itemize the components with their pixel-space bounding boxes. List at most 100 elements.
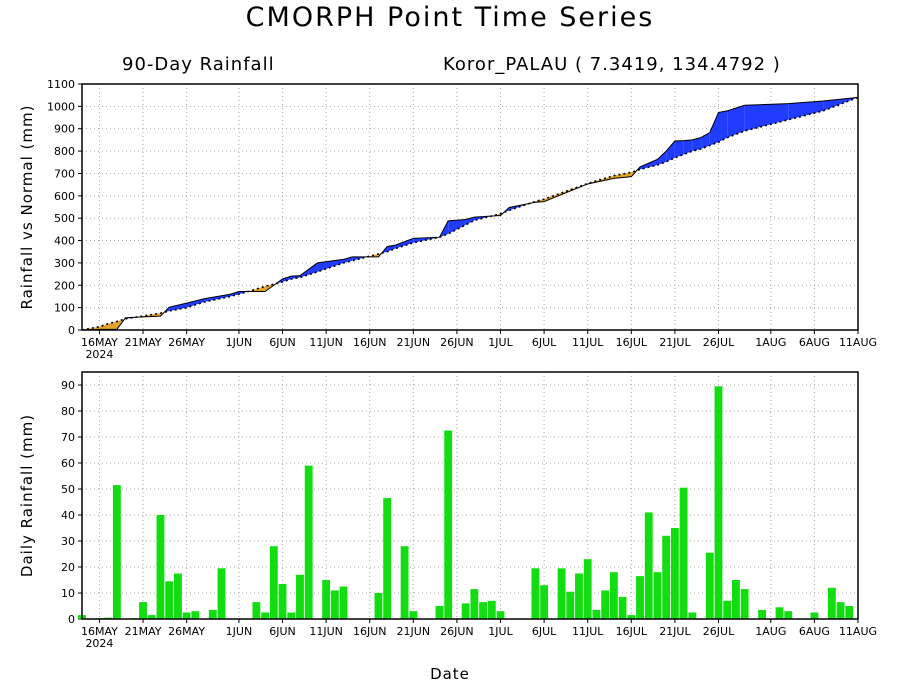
daily-rainfall-bar	[496, 611, 505, 619]
y-tick-label: 800	[54, 145, 75, 158]
above-normal-area	[788, 100, 824, 120]
above-normal-area	[640, 159, 658, 170]
y-tick-label: 1100	[47, 78, 75, 91]
daily-rainfall-bar	[583, 559, 592, 619]
x-tick-label: 26JUL	[703, 625, 735, 638]
y-tick-label: 0	[68, 324, 75, 337]
x-tick-label: 16MAY	[81, 336, 118, 349]
x-tick-label: 16JUL	[616, 336, 648, 349]
y-tick-label: 700	[54, 167, 75, 180]
daily-rainfall-bar	[112, 485, 121, 619]
daily-rainfall-bar	[330, 590, 339, 619]
x-tick-label: 11JUL	[572, 625, 604, 638]
above-normal-area	[674, 140, 684, 158]
x-tick-label: 6JUL	[532, 336, 557, 349]
x-tick-label: 16MAY	[81, 625, 118, 638]
x-axis-label: Date	[430, 665, 470, 683]
daily-rainfall-bar	[845, 606, 854, 619]
above-normal-area	[448, 219, 466, 234]
daily-rainfall-bar	[304, 465, 313, 619]
y-tick-label: 1000	[47, 100, 75, 113]
daily-rainfall-bar	[670, 528, 679, 619]
subtitle-rainfall-period: 90-Day Rainfall	[122, 54, 275, 75]
y-tick-label: 80	[61, 405, 75, 418]
chart-title: CMORPH Point Time Series	[245, 2, 655, 33]
plot-frame-daily	[81, 371, 859, 620]
x-tick-label: 1AUG	[755, 625, 786, 638]
above-normal-area	[823, 97, 858, 111]
y-tick-label: 90	[61, 379, 75, 392]
x-tick-label: 1JUL	[488, 625, 513, 638]
y-tick-label: 200	[54, 279, 75, 292]
daily-rainfall-bar	[252, 602, 261, 619]
x-tick-label: 26JUL	[703, 336, 735, 349]
y-tick-label: 10	[61, 587, 75, 600]
daily-rainfall-bar	[531, 568, 540, 619]
daily-rainfall-bar	[688, 612, 697, 619]
x-year-label: 2024	[85, 637, 113, 650]
daily-rainfall-bar	[400, 546, 409, 619]
x-tick-label: 11JUN	[309, 336, 343, 349]
daily-rainfall-bar	[217, 568, 226, 619]
y-tick-label: 0	[68, 613, 75, 626]
daily-rainfall-bar	[732, 580, 740, 619]
y-tick-label: 900	[54, 123, 75, 136]
daily-rainfall-bar	[296, 574, 304, 619]
daily-rainfall-bar	[156, 515, 165, 619]
x-tick-label: 21JUN	[397, 336, 431, 349]
daily-rainfall-bar	[409, 611, 418, 619]
x-tick-label: 16JUN	[353, 336, 387, 349]
below-normal-area	[99, 323, 109, 330]
x-tick-label: 21JUL	[659, 336, 691, 349]
daily-rainfall-bar	[705, 552, 714, 619]
above-normal-area	[657, 151, 667, 165]
x-tick-label: 21MAY	[125, 336, 162, 349]
daily-rainfall-bar	[575, 573, 583, 619]
y-tick-label: 50	[61, 483, 75, 496]
x-tick-label: 1JUN	[226, 625, 253, 638]
daily-rainfall-bar	[784, 611, 793, 619]
daily-rainfall-bar	[662, 535, 671, 619]
x-tick-label: 21JUL	[659, 625, 691, 638]
below-normal-area	[247, 286, 266, 292]
above-normal-area	[727, 105, 745, 138]
daily-rainfall-bar	[609, 572, 618, 619]
daily-rainfall-bar	[147, 615, 156, 619]
daily-rainfall-bar	[740, 589, 749, 619]
x-tick-label: 6JUN	[269, 625, 296, 638]
daily-rainfall-bar	[208, 609, 217, 619]
plot-frame-cumulative	[81, 83, 859, 331]
daily-rainfall-bar	[644, 512, 653, 619]
daily-rainfall-bar	[173, 573, 182, 619]
above-normal-area	[343, 256, 353, 263]
x-tick-label: 1JUN	[226, 336, 253, 349]
x-tick-label: 6JUN	[269, 336, 296, 349]
x-tick-label: 16JUN	[353, 625, 387, 638]
daily-rainfall-bar	[374, 593, 383, 619]
x-tick-label: 11AUG	[839, 336, 877, 349]
daily-rainfall-bar	[540, 585, 549, 619]
subtitle-location: Koror_PALAU ( 7.3419, 134.4792 )	[443, 54, 781, 75]
y-tick-label: 400	[54, 235, 75, 248]
x-tick-label: 11JUN	[309, 625, 343, 638]
x-tick-label: 26MAY	[168, 625, 205, 638]
observed-series-line	[81, 96, 859, 331]
x-tick-label: 1AUG	[755, 336, 786, 349]
above-normal-area	[169, 303, 187, 311]
daily-rainfall-bar	[723, 600, 732, 619]
daily-rainfall-bar	[470, 589, 479, 619]
x-year-label: 2024	[85, 348, 113, 361]
daily-rainfall-bar	[487, 600, 496, 619]
daily-rainfall-bar	[714, 386, 723, 619]
daily-rainfall-bar	[618, 596, 627, 619]
daily-rainfall-bar	[322, 580, 331, 619]
y-tick-label: 40	[61, 509, 75, 522]
y-axis-label: Daily Rainfall (mm)	[18, 414, 36, 577]
x-tick-label: 26JUN	[440, 625, 474, 638]
above-normal-area	[718, 110, 728, 143]
above-normal-area	[666, 141, 675, 162]
y-axis-label: Rainfall vs Normal (mm)	[18, 105, 36, 310]
x-tick-label: 26MAY	[168, 336, 205, 349]
y-tick-label: 60	[61, 457, 75, 470]
